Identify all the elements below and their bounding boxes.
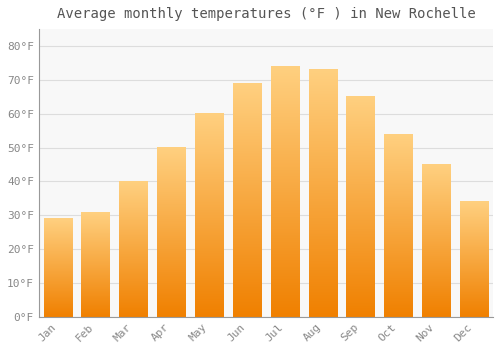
Title: Average monthly temperatures (°F ) in New Rochelle: Average monthly temperatures (°F ) in Ne… xyxy=(56,7,476,21)
